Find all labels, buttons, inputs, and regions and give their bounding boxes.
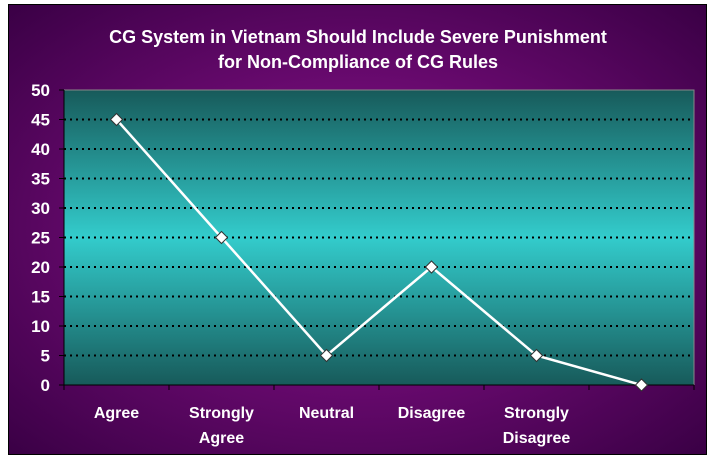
y-tick-label: 25 <box>31 229 50 248</box>
x-tick-label: Strongly <box>504 405 569 422</box>
data-point-marker <box>634 378 649 392</box>
x-tick-label: Neutral <box>299 405 354 422</box>
y-tick-label: 40 <box>31 140 50 159</box>
y-tick-label: 0 <box>41 376 50 395</box>
data-point-marker <box>214 230 229 245</box>
y-tick-label: 50 <box>31 81 50 100</box>
y-tick-label: 30 <box>31 199 50 218</box>
data-point-marker <box>319 348 334 363</box>
x-tick-label: Strongly <box>189 405 254 422</box>
y-tick-label: 15 <box>31 288 50 307</box>
y-tick-label: 35 <box>31 170 50 189</box>
data-point-marker <box>529 348 544 363</box>
plot-area <box>63 89 695 386</box>
y-tick-label: 20 <box>31 258 50 277</box>
x-tick-label: Agree <box>199 430 244 447</box>
y-tick-label: 10 <box>31 317 50 336</box>
y-tick-label: 5 <box>41 347 50 366</box>
data-point-marker <box>109 112 124 127</box>
chart-title-line-1: CG System in Vietnam Should Include Seve… <box>109 27 607 47</box>
x-tick-label: Disagree <box>398 405 466 422</box>
chart-title-line-2: for Non-Compliance of CG Rules <box>218 52 498 72</box>
x-tick-label: Agree <box>94 405 139 422</box>
data-point-marker <box>424 260 439 274</box>
series-line <box>115 118 642 387</box>
x-tick-label: Disagree <box>503 430 571 447</box>
y-tick-label: 45 <box>31 111 50 130</box>
